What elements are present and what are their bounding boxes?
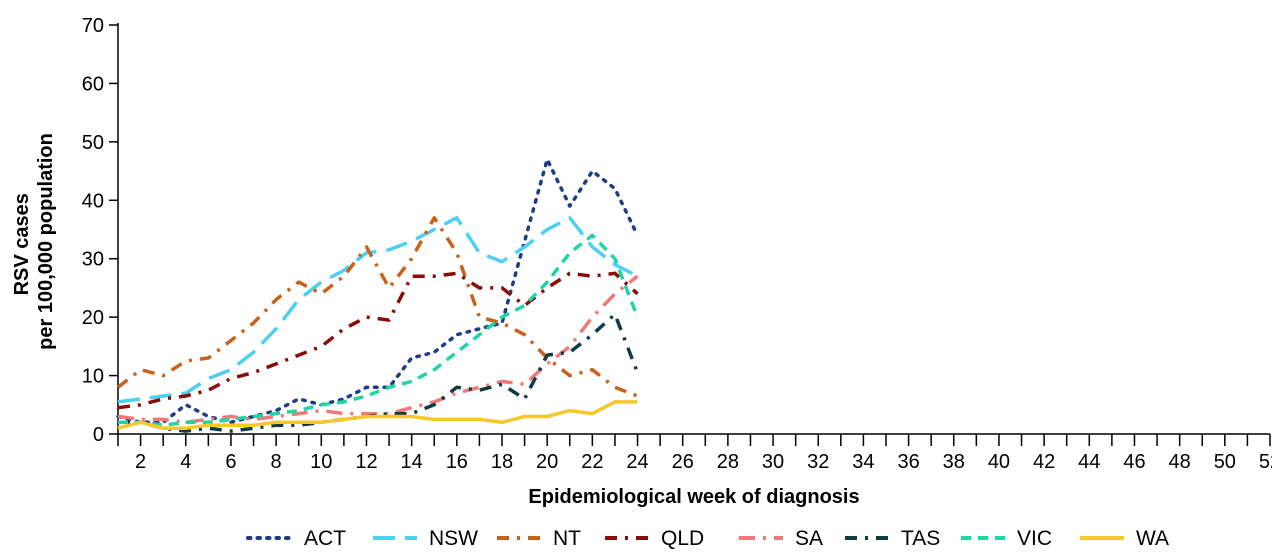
x-tick-label: 20 [536, 451, 558, 473]
x-tick-label: 42 [1033, 451, 1055, 473]
legend-label-nt: NT [553, 527, 581, 550]
x-tick-label: 18 [491, 451, 513, 473]
x-axis-title: Epidemiological week of diagnosis [528, 486, 859, 508]
y-axis-ticks: 0 10 20 30 40 50 60 70 [82, 15, 118, 446]
x-tick-label: 14 [401, 451, 423, 473]
y-tick-label: 20 [82, 307, 104, 329]
series-line-tas [118, 312, 640, 433]
legend-label-vic: VIC [1017, 527, 1052, 550]
y-axis-title-line-2: per 100,000 population [35, 133, 57, 350]
x-tick-label: 16 [446, 451, 468, 473]
legend-label-wa: WA [1136, 527, 1169, 550]
x-tick-label: 10 [310, 451, 332, 473]
series-line-sa [117, 274, 639, 425]
y-tick-label: 30 [82, 249, 104, 271]
x-tick-label: 22 [581, 451, 603, 473]
x-tick-label: 4 [180, 451, 191, 473]
y-axis-title: RSV cases per 100,000 population [11, 133, 57, 350]
series-line-wa [117, 400, 638, 430]
series-line-vic [118, 233, 640, 427]
x-tick-label: 6 [225, 451, 236, 473]
legend: ACT NSW NT QLD SA TAS VIC WA [246, 527, 1169, 550]
x-tick-label: 50 [1214, 451, 1236, 473]
x-tick-label: 2 [135, 451, 146, 473]
x-tick-label: 8 [271, 451, 282, 473]
y-tick-label: 60 [82, 73, 104, 95]
x-tick-label: 38 [943, 451, 965, 473]
series-line-nsw [117, 216, 639, 404]
series-lines [116, 157, 640, 433]
x-tick-label: 46 [1123, 451, 1145, 473]
x-tick-label: 30 [762, 451, 784, 473]
legend-label-qld: QLD [661, 527, 704, 550]
series-line-qld [117, 271, 639, 410]
x-tick-label: 40 [988, 451, 1010, 473]
x-axis-ticks: 2 4 6 8 10 12 14 16 18 20 22 24 26 28 30 32 34 36 38 40 42 44… [117, 434, 1272, 473]
y-tick-label: 0 [93, 424, 104, 446]
x-tick-label: 34 [852, 451, 874, 473]
x-tick-label: 28 [717, 451, 739, 473]
y-axis-title-line-1: RSV cases [11, 193, 33, 295]
x-tick-label: 24 [626, 451, 648, 473]
y-tick-label: 50 [82, 132, 104, 154]
x-tick-label: 26 [672, 451, 694, 473]
y-tick-label: 70 [82, 15, 104, 37]
series-line-nt [116, 216, 639, 398]
legend-label-act: ACT [304, 527, 346, 550]
x-tick-label: 44 [1078, 451, 1100, 473]
y-tick-label: 40 [82, 190, 104, 212]
y-tick-label: 10 [82, 366, 104, 388]
x-tick-label: 32 [807, 451, 829, 473]
legend-label-nsw: NSW [429, 527, 478, 550]
x-tick-label: 12 [355, 451, 377, 473]
series-line-act [116, 157, 640, 425]
x-tick-label: 48 [1169, 451, 1191, 473]
legend-label-sa: SA [795, 527, 823, 550]
x-tick-label: 36 [897, 451, 919, 473]
x-tick-label: 52 [1259, 451, 1272, 473]
legend-label-tas: TAS [901, 527, 940, 550]
